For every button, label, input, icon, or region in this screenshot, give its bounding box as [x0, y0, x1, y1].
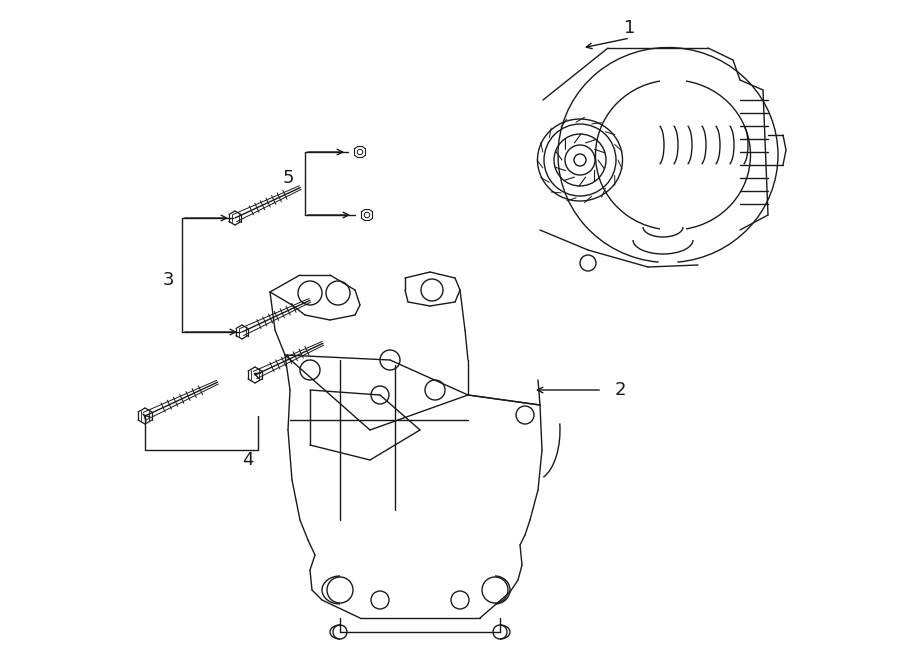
Text: 3: 3	[162, 271, 174, 289]
Text: 4: 4	[242, 451, 254, 469]
Text: 1: 1	[625, 19, 635, 37]
Text: 5: 5	[283, 169, 293, 187]
Text: 2: 2	[614, 381, 626, 399]
